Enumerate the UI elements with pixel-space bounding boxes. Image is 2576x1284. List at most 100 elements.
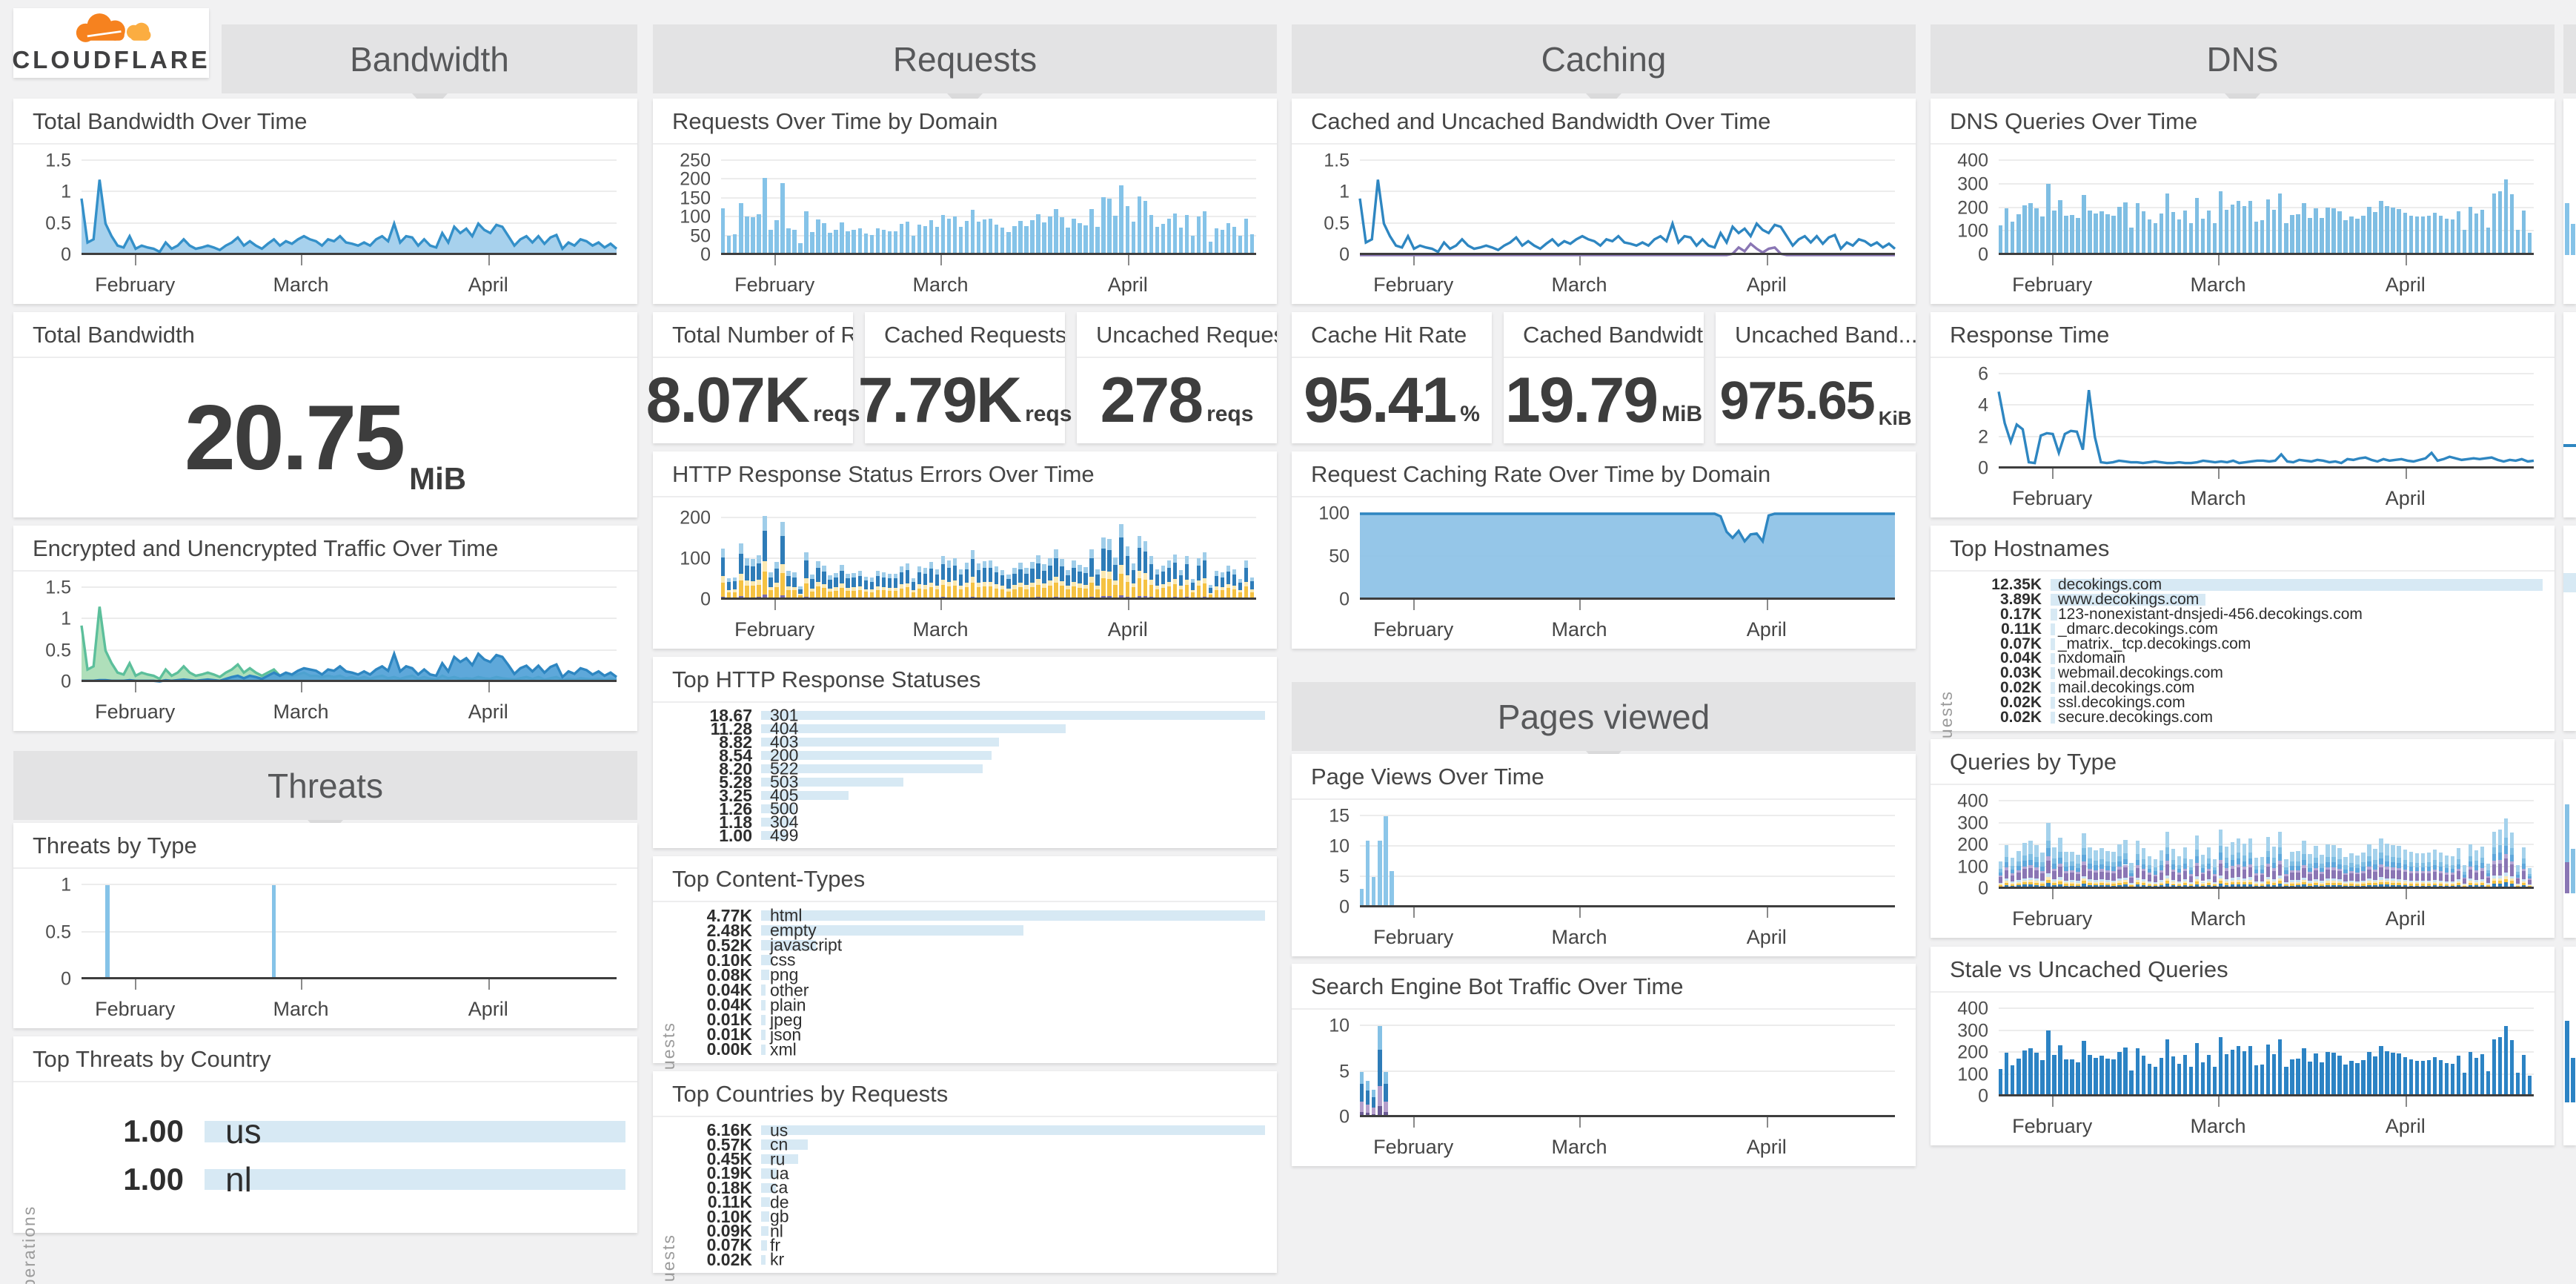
list-item[interactable]: 0.10K css: [660, 950, 1265, 970]
list-item[interactable]: 0.52K javascript: [660, 936, 1265, 955]
page-views-over-time-chart[interactable]: 0 5 10 15 February March April: [1292, 800, 1916, 956]
bar-segment: [2349, 884, 2354, 886]
cloudflare-logo[interactable]: CLOUDFLARE: [12, 8, 209, 78]
bar-segment: [2503, 876, 2509, 879]
top-http-response-statuses-list[interactable]: 18.67 301 11.28 404 8.82 403 8.54 200 8.20 522 5.2…: [653, 703, 1277, 848]
bar-segment: [786, 575, 791, 586]
search-engine-bot-traffic-chart[interactable]: 0 5 10 February March April: [1292, 1010, 1916, 1166]
section-header-pages-viewed[interactable]: Pages viewed: [1292, 682, 1916, 751]
dns-queries-over-time-chart[interactable]: 0 100 200 300 400 February March April: [1931, 145, 2555, 304]
top-hostnames-list[interactable]: 12.35K decokings.com 3.89K www.decokings.co…: [1931, 572, 2555, 767]
response-time-chart[interactable]: 0 2 4 6 February March April: [1931, 358, 2555, 517]
list-item[interactable]: 0.45K ru: [660, 1149, 1265, 1168]
list-item[interactable]: 0.02K mail.decokings.com: [1938, 679, 2543, 696]
list-item[interactable]: 1.00 us: [36, 1112, 625, 1151]
bar-segment: [2426, 880, 2431, 883]
http-response-errors-chart[interactable]: 0 100 200 February March April: [653, 497, 1277, 649]
list-item[interactable]: 0.02K kr: [660, 1250, 1265, 1269]
uncached-bandwidth-stat: 975.65 KiB: [1716, 358, 1916, 443]
list-item[interactable]: 2.48K empty: [660, 921, 1265, 940]
bar: [2218, 1037, 2223, 1096]
requests-over-time-chart[interactable]: 0 50 100 150 200 250 February March April: [653, 145, 1277, 304]
bar-segment: [2117, 881, 2122, 883]
bar-segment: [911, 578, 916, 583]
list-item[interactable]: 0.04K plain: [660, 995, 1265, 1014]
bar-segment: [976, 587, 981, 598]
cropped-bar: [2565, 862, 2569, 893]
list-item[interactable]: 0.09K nl: [660, 1221, 1265, 1240]
list-item[interactable]: 0.18K ca: [660, 1178, 1265, 1197]
list-item[interactable]: 0.04K other: [660, 980, 1265, 1000]
section-header-dns[interactable]: DNS: [1931, 24, 2555, 93]
bar-segment: [2379, 877, 2383, 880]
bar-segment: [2420, 884, 2426, 886]
bar-segment: [2188, 867, 2194, 871]
bar-segment: [2135, 865, 2140, 869]
top-countries-by-requests-list[interactable]: 6.16K us 0.57K cn 0.45K ru 0.19K ua 0.18K ca 0.11K…: [653, 1117, 1277, 1284]
list-item[interactable]: 1.00 nl: [36, 1160, 625, 1199]
bar-segment: [745, 585, 749, 598]
bar-segment: [2503, 846, 2509, 855]
row-value: 0.02K: [1999, 709, 2042, 727]
bar-segment: [816, 586, 820, 598]
row-bar-track: kr: [761, 1250, 1265, 1269]
list-item[interactable]: 0.11K de: [660, 1192, 1265, 1211]
bar: [2040, 1060, 2045, 1096]
top-threats-by-country-list[interactable]: 1.00 us 1.00 nl operations: [13, 1082, 637, 1284]
bar-segment: [739, 573, 743, 581]
bar-segment: [2105, 883, 2110, 886]
list-item[interactable]: 0.04K nxdomain: [1938, 649, 2543, 666]
list-item[interactable]: 3.89K www.decokings.com: [1938, 591, 2543, 608]
list-item[interactable]: 0.02K ssl.decokings.com: [1938, 694, 2543, 711]
threats-by-type-chart[interactable]: 0 0.5 1 February March April: [13, 869, 637, 1028]
list-item[interactable]: 6.16K us: [660, 1120, 1265, 1139]
bar-segment: [2474, 861, 2479, 866]
row-value: 0.04K: [706, 980, 752, 1000]
request-caching-rate-chart[interactable]: 0 50 100 February March April: [1292, 497, 1916, 649]
panel-top-content-types: Top Content-Types 4.77K html 2.48K empty 0.5…: [653, 856, 1277, 1099]
list-item[interactable]: 0.01K json: [660, 1025, 1265, 1044]
row-label: 405: [770, 785, 799, 805]
chart-canvas: [1360, 161, 1895, 255]
list-item[interactable]: 1.00 499: [660, 826, 1265, 845]
stale-vs-uncached-queries-chart[interactable]: 0 100 200 300 400 February March April: [1931, 993, 2555, 1145]
list-item[interactable]: 0.02K secure.decokings.com: [1938, 709, 2543, 727]
bar-segment: [1119, 595, 1123, 600]
top-content-types-list[interactable]: 4.77K html 2.48K empty 0.52K javascript 0.10K c…: [653, 902, 1277, 1099]
list-item[interactable]: 0.08K png: [660, 965, 1265, 984]
section-header-threats[interactable]: Threats: [13, 751, 637, 820]
list-item[interactable]: 12.35K decokings.com: [1938, 576, 2543, 593]
bar-segment: [2028, 853, 2033, 860]
bar-segment: [739, 553, 743, 574]
list-item[interactable]: 0.07K fr: [660, 1235, 1265, 1254]
list-item[interactable]: 4.77K html: [660, 906, 1265, 925]
bar-segment: [1232, 575, 1237, 586]
encrypted-unencrypted-traffic-chart[interactable]: 0 0.5 1 1.5 February March April: [13, 572, 637, 731]
bar-segment: [739, 543, 743, 554]
list-item[interactable]: 0.19K ua: [660, 1163, 1265, 1182]
section-header-caching[interactable]: Caching: [1292, 24, 1916, 93]
queries-by-type-chart[interactable]: 0 100 200 300 400 February March April: [1931, 785, 2555, 938]
bar: [2521, 1054, 2526, 1096]
bar-segment: [2503, 882, 2509, 889]
grid-line: [82, 649, 617, 651]
bar-segment: [1125, 546, 1129, 557]
bar-segment: [989, 567, 993, 582]
list-item[interactable]: 0.17K 123-nonexistant-dnsjedi-456.decokin…: [1938, 606, 2543, 623]
bar-segment: [2320, 864, 2324, 868]
section-header-requests[interactable]: Requests: [653, 24, 1277, 93]
list-item[interactable]: 0.11K _dmarc.decokings.com: [1938, 621, 2543, 638]
section-header-bandwidth[interactable]: Bandwidth: [222, 24, 637, 93]
list-item[interactable]: 0.00K xml: [660, 1039, 1265, 1059]
list-item[interactable]: 0.01K jpeg: [660, 1010, 1265, 1029]
bar: [2099, 1056, 2104, 1096]
bar-segment: [1366, 1105, 1370, 1113]
cached-uncached-bandwidth-chart[interactable]: 0 0.5 1 1.5 February March April: [1292, 145, 1916, 304]
list-item[interactable]: 0.03K webmail.decokings.com: [1938, 664, 2543, 681]
bar-segment: [2515, 877, 2520, 879]
total-bandwidth-over-time-chart[interactable]: 0 0.5 1 1.5 February March April: [13, 145, 637, 304]
list-item[interactable]: 0.07K _matrix._tcp.decokings.com: [1938, 635, 2543, 652]
list-item[interactable]: 0.57K cn: [660, 1135, 1265, 1154]
bar: [828, 232, 832, 255]
list-item[interactable]: 0.10K gb: [660, 1207, 1265, 1226]
